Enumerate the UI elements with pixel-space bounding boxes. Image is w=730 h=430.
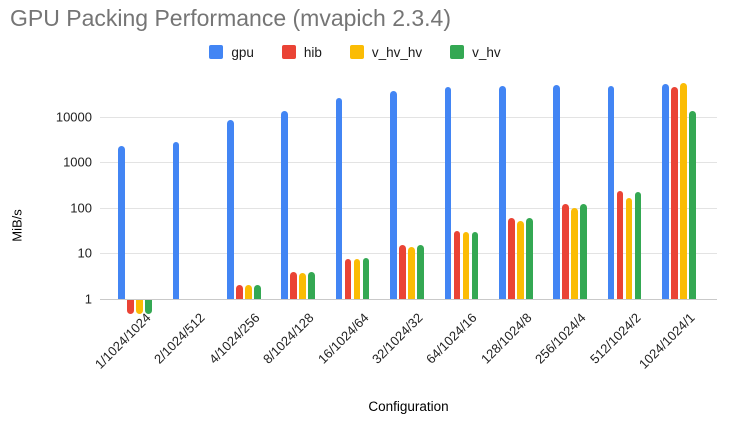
bar-v_hv_hv-256/1024/4[interactable]	[571, 207, 578, 299]
bar-v_hv_hv-512/1024/2[interactable]	[625, 198, 633, 299]
legend-item-hib: hib	[281, 44, 322, 60]
x-axis-baseline	[100, 299, 717, 300]
bar-v_hv_hv-8/1024/128[interactable]	[299, 272, 306, 299]
bar-v_hv_hv-1/1024/1024[interactable]	[136, 300, 143, 314]
bar-gpu-256/1024/4[interactable]	[553, 85, 560, 299]
bar-hib-8/1024/128[interactable]	[290, 272, 297, 299]
legend-item-gpu: gpu	[209, 45, 254, 60]
bar-v_hv_hv-128/1024/8[interactable]	[517, 220, 524, 299]
y-tick-label: 10000	[55, 109, 92, 125]
bar-v_hv-256/1024/4[interactable]	[580, 204, 587, 299]
legend-label: v_hv_hv	[371, 44, 423, 60]
bar-v_hv-128/1024/8[interactable]	[526, 218, 533, 299]
bar-hib-4/1024/256[interactable]	[236, 285, 243, 299]
legend: gpu hib v_hv_hv v_hv	[0, 43, 710, 61]
bar-gpu-1/1024/1024[interactable]	[118, 146, 125, 299]
bar-gpu-16/1024/64[interactable]	[335, 98, 343, 299]
bar-gpu-1024/1024/1[interactable]	[662, 83, 669, 299]
bar-v_hv-16/1024/64[interactable]	[362, 258, 370, 299]
bar-hib-256/1024/4[interactable]	[562, 204, 569, 299]
legend-label: gpu	[231, 44, 254, 60]
bar-hib-128/1024/8[interactable]	[508, 217, 515, 299]
bar-gpu-2/1024/512[interactable]	[172, 142, 180, 299]
bar-v_hv_hv-4/1024/256[interactable]	[245, 285, 252, 299]
bar-v_hv-64/1024/16[interactable]	[471, 231, 479, 299]
bar-gpu-8/1024/128[interactable]	[281, 110, 288, 299]
bar-gpu-32/1024/32[interactable]	[390, 91, 397, 299]
y-tick-label: 100	[70, 200, 92, 216]
bar-hib-512/1024/2[interactable]	[616, 190, 624, 299]
bar-hib-1024/1024/1[interactable]	[671, 87, 678, 299]
legend-item-v_hv: v_hv	[450, 45, 501, 60]
legend-swatch-hib	[281, 45, 296, 59]
bar-v_hv-1/1024/1024[interactable]	[145, 300, 152, 314]
bar-hib-64/1024/16[interactable]	[453, 230, 461, 299]
y-tick-label: 1	[84, 291, 92, 307]
bar-gpu-4/1024/256[interactable]	[227, 120, 234, 299]
gridline-10000	[100, 116, 717, 118]
y-tick-label: 1000	[63, 154, 92, 170]
bar-v_hv-1024/1024/1[interactable]	[689, 111, 696, 299]
gridline-100	[100, 207, 717, 209]
bar-gpu-64/1024/16[interactable]	[444, 87, 452, 299]
legend-label: v_hv	[472, 44, 501, 60]
legend-swatch-v_hv_hv	[349, 45, 364, 59]
bar-v_hv-8/1024/128[interactable]	[308, 271, 315, 299]
gridline-1000	[100, 162, 717, 164]
bar-v_hv_hv-1024/1024/1[interactable]	[680, 82, 687, 299]
bar-v_hv_hv-16/1024/64[interactable]	[353, 258, 361, 299]
bar-gpu-128/1024/8[interactable]	[499, 85, 506, 299]
legend-item-v_hv_hv: v_hv_hv	[349, 44, 423, 60]
bar-v_hv_hv-64/1024/16[interactable]	[462, 232, 470, 299]
bar-v_hv-32/1024/32[interactable]	[417, 245, 424, 299]
bar-gpu-512/1024/2[interactable]	[607, 86, 615, 299]
y-axis-title: MiB/s	[9, 209, 25, 242]
bar-v_hv_hv-32/1024/32[interactable]	[408, 246, 415, 299]
bar-hib-1/1024/1024[interactable]	[127, 300, 134, 314]
bar-v_hv-512/1024/2[interactable]	[634, 192, 642, 299]
legend-swatch-v_hv	[450, 45, 465, 59]
bar-v_hv-4/1024/256[interactable]	[254, 285, 261, 299]
bar-hib-16/1024/64[interactable]	[344, 258, 352, 299]
x-axis-title: Configuration	[368, 399, 449, 414]
chart-title: GPU Packing Performance (mvapich 2.3.4)	[10, 5, 452, 31]
legend-label: hib	[303, 44, 322, 60]
y-tick-label: 10	[77, 245, 92, 261]
bar-hib-32/1024/32[interactable]	[399, 245, 406, 299]
legend-swatch-gpu	[209, 45, 224, 59]
